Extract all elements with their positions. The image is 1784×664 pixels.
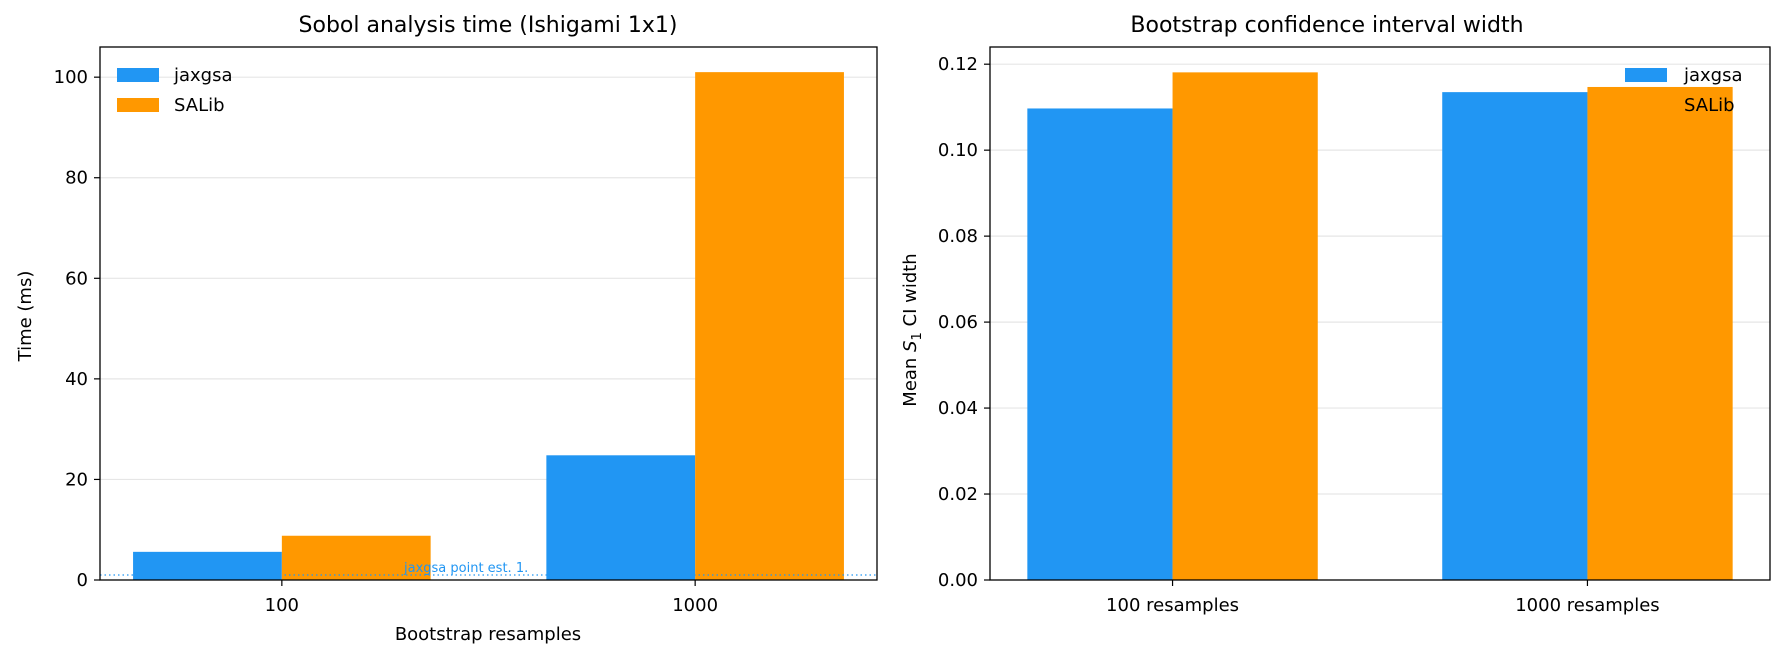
y-axis-label-suffix: CI width	[900, 253, 921, 332]
chart-title: Sobol analysis time (Ishigami 1x1)	[299, 13, 678, 38]
x-tick-label: 100 resamples	[1106, 595, 1239, 616]
y-axis-label: Mean S1 CI width	[900, 253, 925, 406]
bars	[1027, 72, 1733, 581]
ci-width-chart: Bootstrap confidence interval width 0.00…	[900, 13, 1771, 616]
bar-salib-1000	[695, 72, 844, 580]
y-tick-label: 0.06	[938, 312, 978, 333]
legend-label-jaxgsa: jaxgsa	[173, 65, 233, 86]
y-tick-label: 0.00	[938, 570, 978, 591]
bar-jaxgsa-100-resamples	[1027, 108, 1173, 581]
timing-chart: Sobol analysis time (Ishigami 1x1) jaxgs…	[15, 13, 878, 645]
y-tick-label: 100	[54, 67, 88, 88]
reference-line-label: jaxgsa point est. 1.	[403, 561, 528, 576]
x-tick-label: 1000 resamples	[1515, 595, 1659, 616]
plot-frame	[99, 46, 878, 581]
bar-jaxgsa-1000-resamples	[1442, 92, 1588, 581]
legend-label-salib: SALib	[1684, 95, 1735, 116]
y-tick-label: 0.04	[938, 398, 978, 419]
y-axis-label-prefix: Mean	[900, 352, 921, 407]
bar-salib-100-resamples	[1172, 72, 1318, 581]
bar-salib-1000-resamples	[1587, 86, 1733, 580]
bar-salib-100	[281, 535, 431, 580]
bar-jaxgsa-1000	[546, 455, 696, 580]
y-tick-label: 0.08	[938, 226, 978, 247]
y-axis-label-sub: 1	[910, 332, 925, 340]
chart-title: Bootstrap confidence interval width	[1130, 13, 1523, 38]
legend-label-salib: SALib	[174, 95, 225, 116]
y-tick-label: 0.12	[938, 54, 978, 75]
legend-swatch-jaxgsa	[1625, 68, 1667, 82]
y-tick-label: 80	[65, 168, 88, 189]
y-tick-label: 0.10	[938, 140, 978, 161]
reference-line-group: jaxgsa point est. 1.	[100, 561, 877, 576]
legend-swatch-jaxgsa	[117, 68, 159, 82]
bars	[133, 72, 844, 580]
x-tick-label: 100	[265, 595, 299, 616]
y-tick-label: 60	[65, 268, 88, 289]
legend: jaxgsa SALib	[117, 65, 233, 116]
x-tick-label: 1000	[672, 595, 718, 616]
legend-label-jaxgsa: jaxgsa	[1683, 65, 1743, 86]
y-axis-label: Time (ms)	[15, 271, 36, 363]
y-tick-label: 20	[65, 469, 88, 490]
y-tick-label: 0.02	[938, 484, 978, 505]
x-axis-label: Bootstrap resamples	[395, 624, 581, 645]
plot-frame	[989, 46, 1771, 581]
legend: jaxgsa SALib	[1625, 65, 1743, 116]
y-tick-label: 0	[77, 570, 88, 591]
y-axis-ticks: 0 20 40 60 80 100	[54, 67, 100, 591]
y-tick-label: 40	[65, 369, 88, 390]
bar-jaxgsa-100	[133, 551, 282, 580]
x-axis-ticks: 100 resamples 1000 resamples	[1106, 580, 1660, 616]
y-axis-ticks: 0.00 0.02 0.04 0.06 0.08 0.10 0.12	[938, 54, 990, 591]
legend-swatch-salib	[117, 98, 159, 112]
y-axis-label-var: S	[900, 341, 921, 352]
x-axis-ticks: 100 1000	[265, 580, 718, 616]
